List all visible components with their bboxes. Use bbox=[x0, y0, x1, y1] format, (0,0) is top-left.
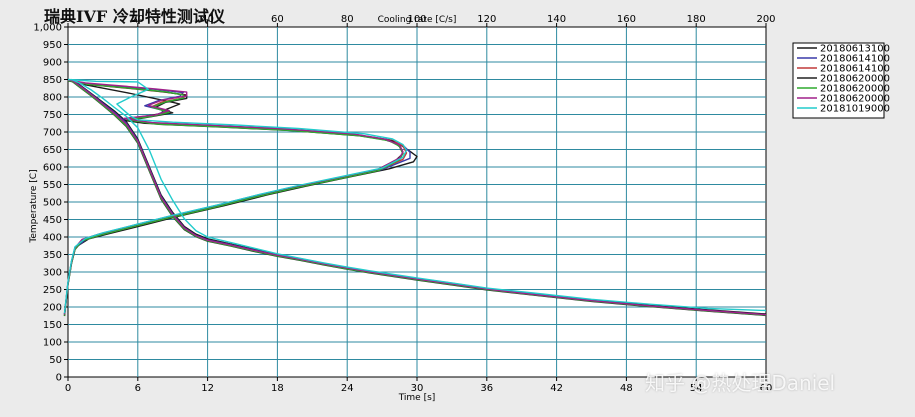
grid bbox=[68, 27, 766, 377]
legend-entry: 20180620000 bbox=[820, 94, 890, 105]
x2-tick-label: 60 bbox=[271, 14, 284, 25]
x-tick-label: 18 bbox=[271, 383, 284, 394]
y-tick-label: 450 bbox=[43, 215, 62, 226]
legend-entry: 20180613100 bbox=[820, 44, 890, 55]
app-title: 瑞典IVF 冷却特性测试仪 bbox=[44, 7, 225, 26]
y-tick-label: 0 bbox=[56, 373, 62, 384]
x-tick-label: 12 bbox=[201, 383, 214, 394]
legend-entry: 20180614100 bbox=[820, 64, 890, 75]
y-axis-ticks: 0 50 100 150 200 250 300 350 400 450 500 550 600 650 7… bbox=[33, 23, 68, 384]
legend-box bbox=[792, 42, 885, 119]
y-tick-label: 400 bbox=[43, 233, 62, 244]
x2-tick-label: 200 bbox=[756, 14, 775, 25]
y-tick-label: 1,000 bbox=[33, 23, 62, 34]
x2-axis-title: Cooling rate [C/s] bbox=[378, 15, 457, 25]
y-tick-label: 100 bbox=[43, 338, 62, 349]
y-tick-label: 700 bbox=[43, 128, 62, 139]
y-tick-label: 800 bbox=[43, 93, 62, 104]
series-line-rate bbox=[63, 78, 408, 314]
y-tick-label: 900 bbox=[43, 58, 62, 69]
x-tick-label: 48 bbox=[620, 383, 633, 394]
x2-tick-label: 0 bbox=[65, 14, 71, 25]
y-tick-label: 200 bbox=[43, 303, 62, 314]
y-tick-label: 300 bbox=[43, 268, 62, 279]
x2-tick-label: 80 bbox=[341, 14, 354, 25]
x-tick-label: 54 bbox=[690, 383, 703, 394]
top-axis-ticks: 0 20 40 60 80 100 120 140 160 180 200 bbox=[65, 14, 776, 27]
y-tick-label: 250 bbox=[43, 285, 62, 296]
y-tick-label: 950 bbox=[43, 40, 62, 51]
series-lines bbox=[63, 78, 767, 317]
x2-tick-label: 100 bbox=[407, 14, 426, 25]
legend-entry: 20180614100 bbox=[820, 54, 890, 65]
x-tick-label: 6 bbox=[135, 383, 141, 394]
y-tick-label: 150 bbox=[43, 320, 62, 331]
x-tick-label: 42 bbox=[550, 383, 563, 394]
x-axis-ticks: 0 6 12 18 24 30 36 42 48 54 60 bbox=[65, 377, 773, 394]
series-line-time bbox=[71, 79, 767, 316]
x2-tick-label: 20 bbox=[131, 14, 144, 25]
legend-entry: 20181019000 bbox=[820, 104, 890, 115]
y-tick-label: 550 bbox=[43, 180, 62, 191]
series-line-rate bbox=[63, 78, 418, 315]
y-tick-label: 50 bbox=[49, 355, 62, 366]
x-axis-title: Time [s] bbox=[398, 393, 436, 403]
x-tick-label: 0 bbox=[65, 383, 71, 394]
legend: 2018061310020180614100201806141002018062… bbox=[792, 42, 890, 119]
y-tick-label: 500 bbox=[43, 198, 62, 209]
x2-tick-label: 120 bbox=[477, 14, 496, 25]
x2-tick-label: 140 bbox=[547, 14, 566, 25]
x-tick-label: 60 bbox=[760, 383, 773, 394]
x-tick-label: 24 bbox=[341, 383, 354, 394]
x-tick-label: 36 bbox=[480, 383, 493, 394]
y-axis-title: Temperature [C] bbox=[29, 169, 39, 243]
legend-entry: 20180620000 bbox=[820, 84, 890, 95]
y-tick-label: 750 bbox=[43, 110, 62, 121]
series-line-time bbox=[71, 78, 767, 312]
y-tick-label: 350 bbox=[43, 250, 62, 261]
x2-tick-label: 160 bbox=[617, 14, 636, 25]
x-tick-label: 30 bbox=[411, 383, 424, 394]
x2-tick-label: 40 bbox=[201, 14, 214, 25]
legend-entry: 20180620000 bbox=[820, 74, 890, 85]
y-tick-label: 600 bbox=[43, 163, 62, 174]
x2-tick-label: 180 bbox=[687, 14, 706, 25]
y-tick-label: 850 bbox=[43, 75, 62, 86]
y-tick-label: 650 bbox=[43, 145, 62, 156]
